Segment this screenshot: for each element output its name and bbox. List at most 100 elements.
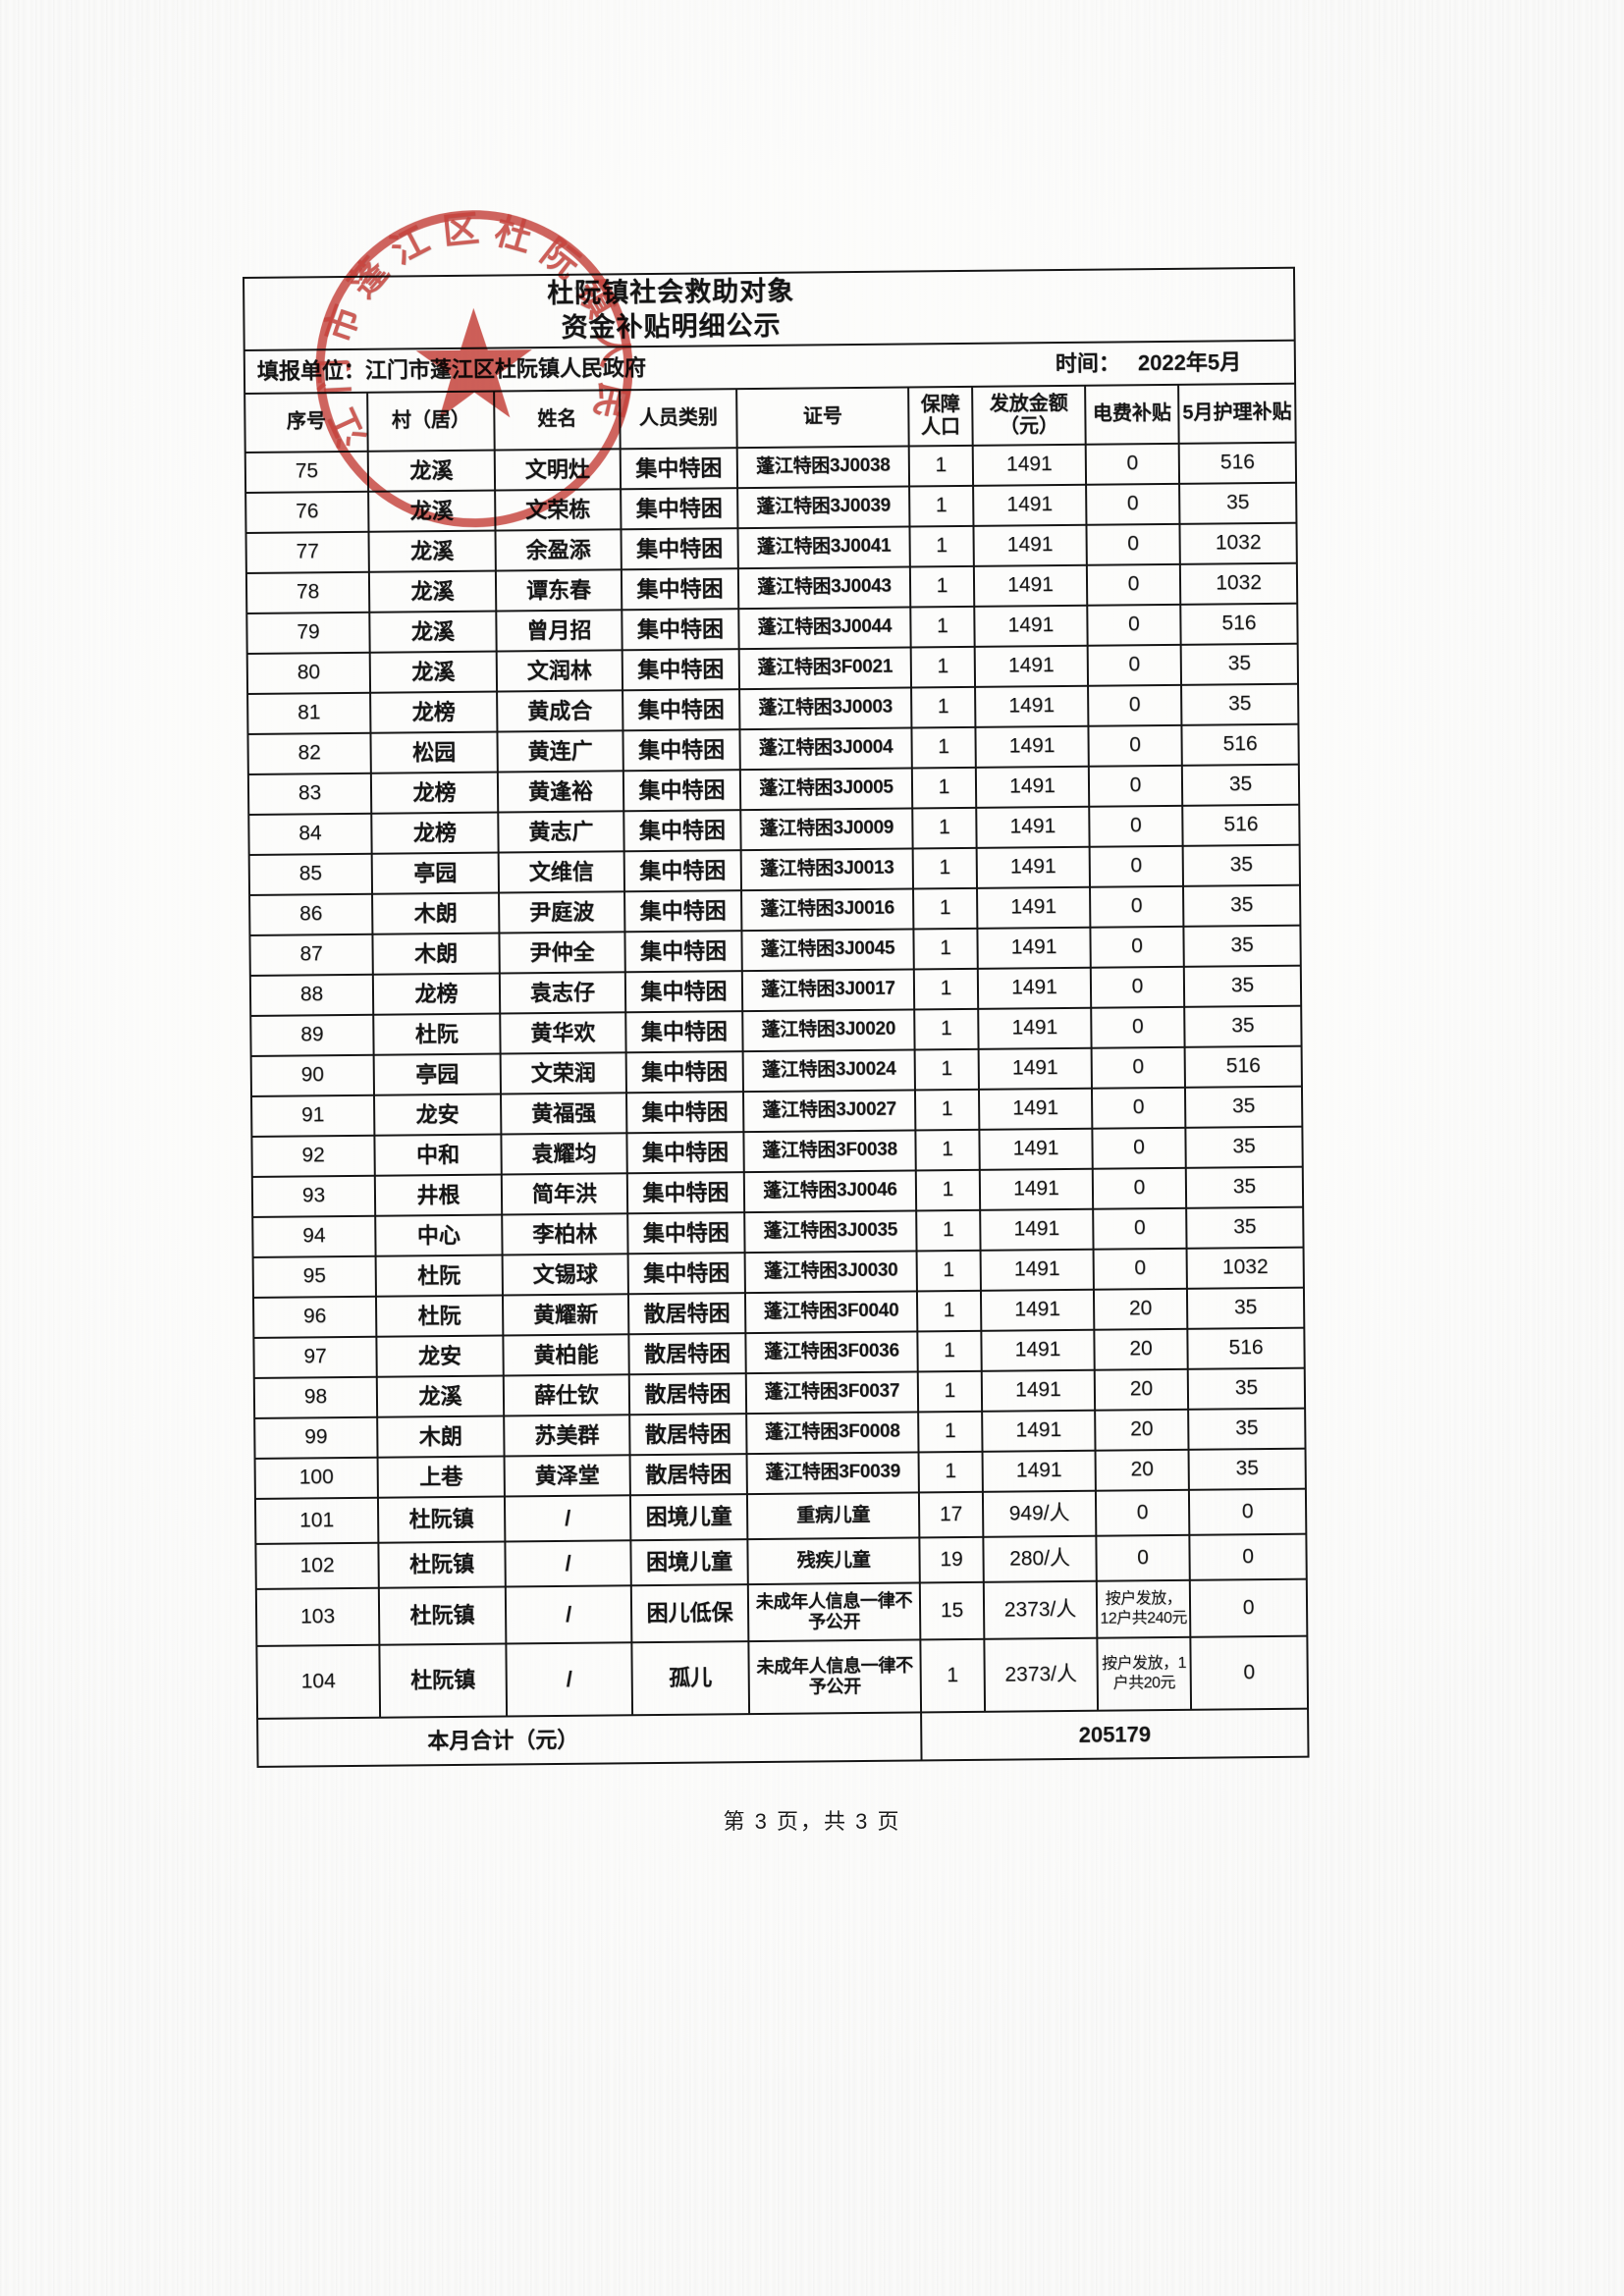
table-cell: 516 xyxy=(1180,603,1298,646)
table-cell: 94 xyxy=(252,1215,376,1258)
table-cell: 蓬江特困3J0003 xyxy=(739,687,912,730)
table-cell: 蓬江特困3J0041 xyxy=(737,526,910,569)
table-cell: 0 xyxy=(1086,564,1181,606)
table-cell: 散居特困 xyxy=(627,1293,746,1335)
table-cell: 集中特困 xyxy=(627,1212,745,1255)
table-cell: 中心 xyxy=(375,1214,503,1256)
table-cell: 亭园 xyxy=(371,852,500,894)
table-cell: 孤儿 xyxy=(631,1641,750,1716)
table-cell: 0 xyxy=(1085,444,1180,485)
scan-artifact xyxy=(636,285,640,294)
table-cell: 蓬江特困3F0040 xyxy=(744,1291,918,1334)
table-cell: 余盈添 xyxy=(495,529,622,571)
table-cell: 0 xyxy=(1090,967,1185,1008)
table-cell: 龙溪 xyxy=(368,530,496,572)
table-cell: 20 xyxy=(1095,1409,1189,1451)
table-cell: 困境儿童 xyxy=(629,1494,748,1541)
table-cell: 黄逢裕 xyxy=(497,771,624,813)
report-time: 时间： 2022年5月 xyxy=(971,340,1296,388)
table-cell: 84 xyxy=(248,813,372,856)
table-cell: 蓬江特困3J0046 xyxy=(743,1170,917,1213)
table-cell: 龙榜 xyxy=(370,691,498,733)
table-cell: 简年洪 xyxy=(501,1173,628,1215)
table-cell: 1491 xyxy=(974,605,1088,648)
table-cell: 35 xyxy=(1179,482,1297,525)
table-cell: 黄成合 xyxy=(497,690,623,732)
table-cell: 76 xyxy=(245,491,369,534)
column-header: 5月护理补贴 xyxy=(1178,383,1296,445)
table-cell: 文荣润 xyxy=(500,1052,626,1095)
table-cell: 龙榜 xyxy=(370,772,499,814)
table-cell: 1491 xyxy=(981,1329,1095,1372)
table-cell: 1491 xyxy=(975,766,1090,809)
table-cell: 1 xyxy=(914,1090,980,1131)
table-cell: 蓬江特困3J0038 xyxy=(736,446,910,489)
table-cell: 1 xyxy=(913,969,979,1010)
column-header: 序号 xyxy=(244,392,368,454)
table-cell: 1491 xyxy=(976,846,1091,889)
table-cell: 280/人 xyxy=(983,1535,1097,1583)
table-cell: / xyxy=(505,1540,631,1587)
table-cell: 0 xyxy=(1087,605,1181,646)
table-cell: 未成年人信息一律不予公开 xyxy=(748,1639,922,1715)
table-cell: 516 xyxy=(1184,1045,1303,1089)
table-cell: 尹庭波 xyxy=(499,891,625,934)
table-cell: 0 xyxy=(1095,1489,1190,1536)
table-cell: 集中特困 xyxy=(622,649,740,691)
total-value: 205179 xyxy=(921,1708,1309,1761)
table-cell: 龙溪 xyxy=(369,611,497,653)
column-header: 证号 xyxy=(736,387,909,449)
table-cell: 35 xyxy=(1181,764,1300,807)
column-header: 电费补贴 xyxy=(1085,385,1179,445)
table-cell: 1 xyxy=(912,808,977,849)
table-cell: 20 xyxy=(1095,1449,1189,1491)
table-cell: 木朗 xyxy=(372,933,500,975)
table-cell: 黄耀新 xyxy=(502,1294,629,1336)
table-cell: 17 xyxy=(918,1492,984,1538)
table-cell: 黄志广 xyxy=(498,811,624,853)
table-cell: 35 xyxy=(1183,965,1302,1008)
table-cell: 集中特困 xyxy=(627,1253,745,1295)
table-cell: 1491 xyxy=(977,886,1091,930)
table-cell: 集中特困 xyxy=(626,1172,745,1214)
table-cell: 1491 xyxy=(980,1289,1095,1332)
table-cell: 散居特困 xyxy=(628,1373,747,1415)
table-cell: 95 xyxy=(252,1255,376,1299)
table-cell: 蓬江特困3J0035 xyxy=(744,1210,917,1254)
table-cell: 蓬江特困3J0009 xyxy=(740,808,913,851)
table-cell: 90 xyxy=(250,1054,375,1097)
table-cell: 散居特困 xyxy=(629,1454,747,1496)
table-cell: 集中特困 xyxy=(621,488,738,530)
table-cell: 黄柏能 xyxy=(503,1334,629,1376)
table-cell: 1032 xyxy=(1179,522,1297,565)
table-cell: 1 xyxy=(914,1049,979,1091)
table-cell: 文锡球 xyxy=(502,1254,628,1296)
table-cell: 1 xyxy=(918,1452,983,1493)
table-cell: 1491 xyxy=(973,484,1087,527)
table-cell: 蓬江特困3F0038 xyxy=(743,1130,916,1173)
table-cell: 35 xyxy=(1186,1287,1305,1329)
table-cell: 85 xyxy=(248,853,373,896)
table-cell: 按户发放，1户共20元 xyxy=(1097,1636,1192,1711)
table-cell: 0 xyxy=(1188,1488,1307,1535)
table-cell: 1 xyxy=(909,486,974,527)
table-cell: 35 xyxy=(1186,1206,1304,1250)
table-cell: 15 xyxy=(919,1582,985,1640)
table-cell: / xyxy=(504,1495,631,1542)
table-cell: 1491 xyxy=(982,1410,1096,1453)
table-cell: 1 xyxy=(917,1371,983,1413)
table-cell: 1491 xyxy=(974,645,1089,688)
table-cell: 20 xyxy=(1094,1328,1188,1370)
table-cell: 集中特困 xyxy=(621,528,738,570)
table-cell: 蓬江特困3F0039 xyxy=(746,1452,919,1495)
table-cell: 35 xyxy=(1188,1448,1307,1490)
table-cell: 77 xyxy=(245,531,369,574)
table-cell: 1 xyxy=(913,888,978,930)
table-cell: 99 xyxy=(254,1416,378,1460)
table-cell: 0 xyxy=(1092,1128,1186,1169)
table-cell: 1 xyxy=(913,929,978,970)
table-cell: 75 xyxy=(244,451,369,494)
table-cell: 516 xyxy=(1187,1327,1305,1369)
table-cell: 0 xyxy=(1096,1534,1190,1581)
table-cell: 1 xyxy=(916,1251,981,1292)
